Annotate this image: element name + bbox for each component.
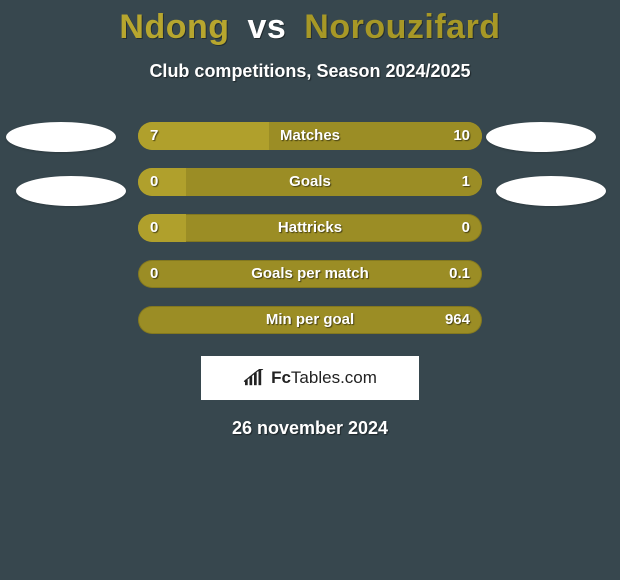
bar-track bbox=[138, 306, 482, 334]
date-label: 26 november 2024 bbox=[0, 418, 620, 439]
stat-row-goals-per-match: 0 Goals per match 0.1 bbox=[0, 260, 620, 288]
team-badge-placeholder bbox=[486, 122, 596, 152]
stat-row-min-per-goal: Min per goal 964 bbox=[0, 306, 620, 334]
brand-suffix: Tables.com bbox=[291, 368, 377, 387]
bar-left bbox=[138, 214, 186, 242]
branding-badge: FcTables.com bbox=[201, 356, 419, 400]
bar-track bbox=[138, 122, 482, 150]
comparison-infographic: Ndong vs Norouzifard Club competitions, … bbox=[0, 0, 620, 580]
player1-name: Ndong bbox=[119, 8, 229, 46]
bar-left bbox=[138, 168, 186, 196]
subtitle: Club competitions, Season 2024/2025 bbox=[0, 61, 620, 82]
bar-right bbox=[269, 122, 482, 150]
team-badge-placeholder bbox=[16, 176, 126, 206]
team-badge-placeholder bbox=[496, 176, 606, 206]
vs-label: vs bbox=[248, 8, 287, 46]
brand-prefix: Fc bbox=[271, 368, 291, 387]
stat-rows: 7 Matches 10 0 Goals 1 0 Hattricks 0 bbox=[0, 122, 620, 334]
bar-track bbox=[138, 214, 482, 242]
page-title: Ndong vs Norouzifard bbox=[0, 0, 620, 47]
team-badge-placeholder bbox=[6, 122, 116, 152]
bar-left bbox=[138, 122, 269, 150]
brand-text: FcTables.com bbox=[271, 368, 377, 388]
bar-track bbox=[138, 260, 482, 288]
player2-name: Norouzifard bbox=[304, 8, 500, 46]
stat-row-hattricks: 0 Hattricks 0 bbox=[0, 214, 620, 242]
bar-track bbox=[138, 168, 482, 196]
bar-chart-icon bbox=[243, 369, 265, 387]
bar-right bbox=[186, 168, 482, 196]
